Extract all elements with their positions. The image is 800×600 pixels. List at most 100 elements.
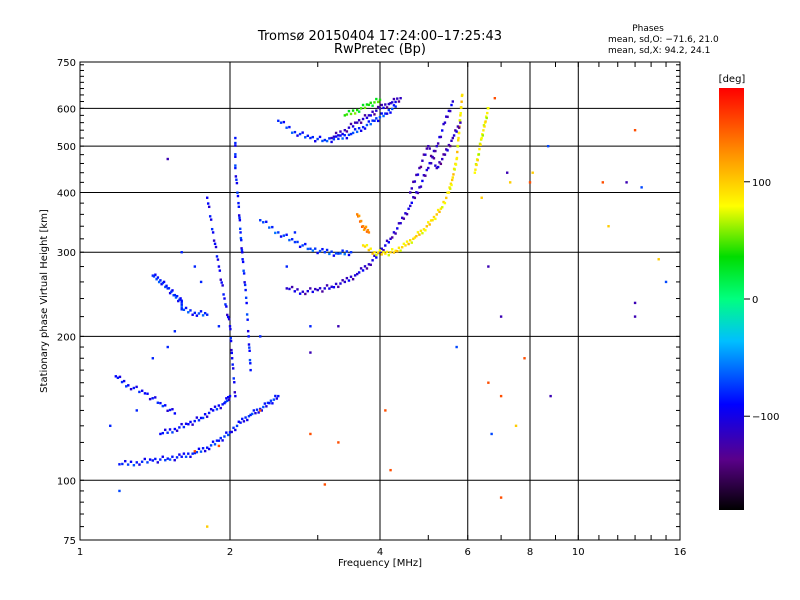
trace-point bbox=[397, 100, 401, 103]
trace-point bbox=[177, 299, 180, 303]
trace-point bbox=[369, 114, 372, 117]
trace-point bbox=[399, 96, 402, 100]
trace-point bbox=[332, 135, 336, 138]
trace-point bbox=[363, 127, 367, 130]
trace-point bbox=[226, 396, 230, 399]
trace-point bbox=[481, 134, 485, 137]
trace-point bbox=[227, 317, 231, 321]
trace-point bbox=[367, 114, 371, 117]
trace-point bbox=[180, 303, 183, 306]
trace-point bbox=[475, 163, 478, 167]
trace-point bbox=[436, 208, 440, 212]
trace-point bbox=[402, 242, 406, 246]
trace-point bbox=[450, 178, 454, 182]
trace-point bbox=[306, 134, 310, 138]
trace-point bbox=[321, 290, 324, 293]
trace-point bbox=[242, 272, 246, 275]
trace-point bbox=[343, 134, 346, 137]
trace-point bbox=[363, 265, 367, 268]
trace-point bbox=[246, 418, 249, 422]
trace-point bbox=[349, 132, 353, 136]
trace-point bbox=[391, 107, 394, 111]
trace-point bbox=[476, 158, 479, 162]
trace-point bbox=[138, 390, 141, 394]
trace-point bbox=[296, 288, 299, 291]
trace-point bbox=[184, 455, 188, 458]
trace-point bbox=[195, 450, 199, 454]
trace-point bbox=[178, 426, 181, 429]
trace-point bbox=[135, 461, 138, 464]
trace-point bbox=[334, 252, 338, 255]
trace-point bbox=[353, 274, 357, 277]
trace-point bbox=[415, 173, 418, 177]
trace-point bbox=[487, 107, 490, 110]
trace-point bbox=[151, 397, 154, 400]
trace-point bbox=[359, 121, 363, 124]
trace-point bbox=[355, 213, 359, 216]
trace-point bbox=[359, 129, 363, 133]
trace-point bbox=[135, 385, 138, 389]
scatter-point bbox=[523, 357, 526, 360]
trace-point bbox=[230, 348, 233, 352]
scatter-point bbox=[109, 424, 112, 428]
trace-point bbox=[452, 134, 456, 137]
trace-point bbox=[439, 207, 443, 210]
y-tick-label: 200 bbox=[57, 332, 76, 343]
trace-point bbox=[249, 368, 252, 372]
trace-point bbox=[384, 244, 387, 247]
trace-point bbox=[438, 135, 441, 139]
trace-point bbox=[384, 112, 387, 115]
trace-point bbox=[252, 409, 256, 412]
trace-point bbox=[373, 113, 376, 116]
trace-point bbox=[325, 284, 329, 287]
trace-point bbox=[239, 421, 242, 424]
trace-point bbox=[355, 272, 359, 276]
trace-point bbox=[397, 222, 401, 225]
trace-point bbox=[436, 142, 440, 145]
trace-point bbox=[260, 409, 263, 412]
trace-point bbox=[410, 187, 413, 190]
trace-point bbox=[229, 327, 232, 331]
trace-point bbox=[138, 463, 141, 466]
trace-point bbox=[175, 456, 179, 459]
trace-point bbox=[237, 201, 240, 205]
trace-point bbox=[236, 191, 239, 194]
trace-point bbox=[208, 215, 212, 218]
stats-x-line: mean, sd,X: 94.2, 24.1 bbox=[608, 46, 710, 56]
trace-point bbox=[165, 284, 168, 288]
trace-point bbox=[156, 461, 159, 464]
trace-point bbox=[304, 136, 307, 139]
trace-point bbox=[146, 461, 149, 464]
trace-point bbox=[285, 287, 288, 290]
trace-point bbox=[161, 455, 164, 458]
trace-point bbox=[168, 408, 172, 412]
trace-point bbox=[339, 130, 342, 133]
trace-point bbox=[246, 318, 249, 321]
trace-point bbox=[237, 205, 241, 208]
trace-point bbox=[385, 106, 389, 109]
trace-point bbox=[235, 424, 239, 428]
trace-point bbox=[159, 458, 162, 461]
scatter-point bbox=[487, 265, 490, 268]
trace-point bbox=[378, 107, 382, 110]
trace-point bbox=[361, 117, 365, 121]
trace-point bbox=[456, 125, 460, 128]
trace-point bbox=[234, 428, 237, 432]
trace-point bbox=[146, 392, 149, 395]
trace-point bbox=[309, 136, 312, 140]
trace-point bbox=[271, 225, 274, 229]
trace-point bbox=[413, 236, 417, 239]
trace-point bbox=[332, 138, 336, 141]
trace-point bbox=[479, 143, 482, 147]
trace-point bbox=[376, 100, 380, 104]
trace-point bbox=[421, 179, 424, 183]
trace-point bbox=[448, 186, 451, 189]
trace-point bbox=[431, 219, 434, 222]
trace-point bbox=[451, 176, 455, 179]
trace-point bbox=[266, 401, 270, 405]
trace-point bbox=[225, 431, 228, 434]
scatter-point bbox=[180, 251, 183, 254]
trace-point bbox=[384, 103, 387, 106]
trace-point bbox=[422, 228, 426, 231]
trace-point bbox=[275, 397, 279, 400]
